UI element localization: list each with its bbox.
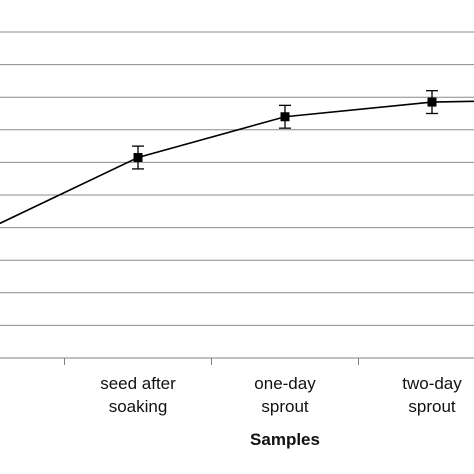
data-point-marker xyxy=(280,112,290,122)
series-line xyxy=(0,100,474,225)
series-line-group xyxy=(0,90,474,225)
x-tick-labels: edseed aftersoakingone-daysprouttwo-days… xyxy=(0,374,462,416)
gridlines xyxy=(0,31,474,326)
x-tick-label: one-day sprout xyxy=(254,374,316,416)
x-tick-label: two-day sprout xyxy=(402,374,462,416)
data-point-marker xyxy=(133,153,143,163)
x-tick-label: seed after soaking xyxy=(100,374,176,416)
x-axis-title: Samples xyxy=(250,430,320,449)
x-ticks xyxy=(64,358,359,365)
data-point-marker xyxy=(427,97,437,107)
